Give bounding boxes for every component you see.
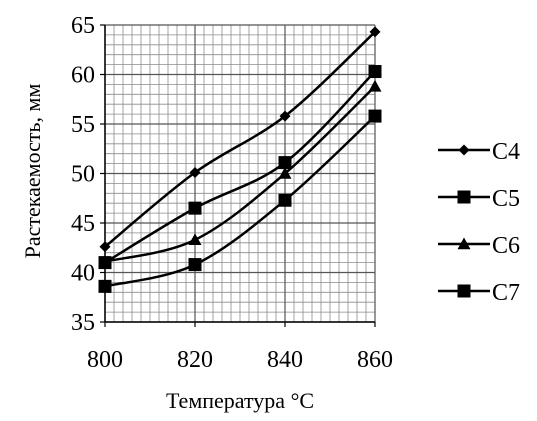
data-point-C6 [368,79,382,92]
series-C6 [98,79,382,267]
y-tick-label: 60 [71,63,95,89]
legend-item-C4: C4 [438,139,520,165]
data-point-C6 [278,167,292,179]
x-tick-label: 840 [267,347,303,373]
y-axis-label: Растекаемость, мм [20,84,45,259]
data-point-C7 [188,258,202,272]
legend-item-C7: C7 [438,280,520,306]
legend-label: C5 [492,186,520,212]
x-tick-label: 860 [357,347,393,373]
data-point-C5 [188,201,202,215]
x-tick-label: 800 [87,347,123,373]
data-point-C4 [369,26,381,38]
series-line-C6 [104,85,376,263]
data-point-C4 [99,241,111,253]
x-axis-label: Температура °C [166,388,314,413]
series-C7 [98,109,382,293]
data-point-C7 [98,279,112,293]
data-point-C4 [189,167,201,179]
data-point-C6 [188,233,202,246]
data-point-C5 [278,156,292,170]
data-point-C4 [279,110,291,122]
x-tick-label: 820 [177,347,213,373]
data-point-C7 [368,109,382,123]
series-line-C7 [104,115,376,288]
legend-marker [457,284,471,298]
series-C4 [99,26,381,253]
legend-label: C4 [492,139,520,165]
y-tick-label: 45 [71,211,95,237]
data-point-C6 [98,255,112,267]
y-tick-label: 55 [71,112,95,138]
data-point-C7 [278,193,292,207]
y-tick-label: 35 [71,310,95,336]
series-line-C4 [104,31,376,248]
tick-labels: 35 40 45 50 55 60 65 800 820 840 860 [71,13,393,373]
series-line-C5 [104,70,376,264]
legend-marker [457,237,471,250]
legend: C4 C5 C6 C7 [438,139,520,306]
legend-label: C7 [492,280,520,306]
grid [104,24,376,323]
y-tick-label: 40 [71,261,95,287]
legend-marker [458,144,470,156]
legend-label: C6 [492,233,520,259]
axes [100,24,376,327]
y-tick-label: 50 [71,162,95,188]
legend-item-C6: C6 [438,233,520,259]
legend-marker [457,190,471,204]
y-tick-label: 65 [71,13,95,39]
series-lines [98,26,382,293]
legend-item-C5: C5 [438,186,520,212]
data-point-C5 [368,65,382,79]
